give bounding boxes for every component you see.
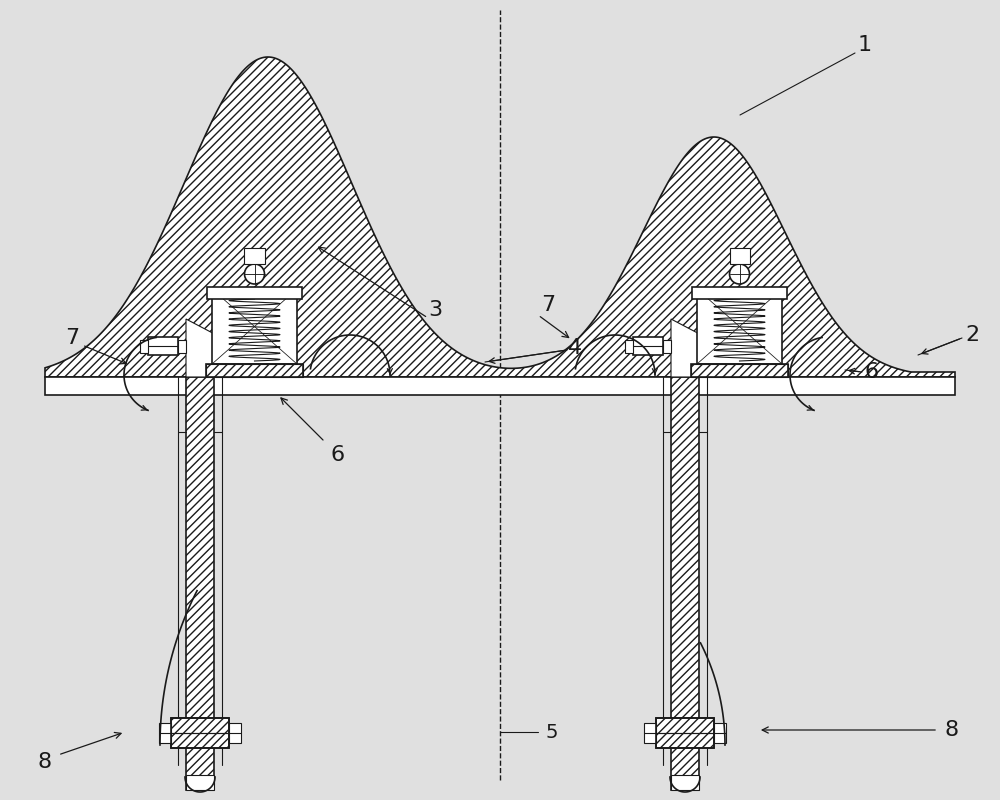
Text: 8: 8 <box>38 752 52 772</box>
Bar <box>692 287 787 299</box>
Text: 5: 5 <box>546 722 558 742</box>
Bar <box>697 289 782 364</box>
Bar <box>148 337 178 355</box>
Bar <box>186 377 214 790</box>
Bar <box>178 339 186 353</box>
Text: 2: 2 <box>965 325 979 345</box>
Bar <box>159 723 171 743</box>
Text: 4: 4 <box>568 338 582 358</box>
Bar <box>171 718 229 748</box>
Bar <box>229 723 241 743</box>
Polygon shape <box>186 319 296 377</box>
Text: 6: 6 <box>865 362 879 382</box>
Bar <box>663 339 671 353</box>
Bar <box>244 248 264 264</box>
Bar <box>207 287 302 299</box>
Polygon shape <box>671 319 781 377</box>
Text: 1: 1 <box>858 35 872 55</box>
Text: 6: 6 <box>331 445 345 465</box>
Bar <box>140 339 148 353</box>
Bar <box>656 718 714 748</box>
Bar <box>633 337 663 355</box>
Text: 7: 7 <box>541 295 555 315</box>
Polygon shape <box>45 57 955 377</box>
Text: 7: 7 <box>65 328 79 348</box>
Bar <box>730 248 750 264</box>
Bar <box>625 339 633 353</box>
Text: 3: 3 <box>428 300 442 320</box>
Bar <box>45 377 955 395</box>
Bar <box>671 377 699 790</box>
Circle shape <box>244 264 264 284</box>
Bar <box>691 364 788 377</box>
Bar <box>691 364 788 377</box>
Bar <box>206 364 303 377</box>
Bar <box>186 775 214 790</box>
Bar <box>656 718 714 748</box>
Bar <box>206 364 303 377</box>
Bar <box>171 718 229 748</box>
Circle shape <box>730 264 750 284</box>
Bar <box>714 723 726 743</box>
Text: 8: 8 <box>945 720 959 740</box>
Bar <box>671 775 699 790</box>
Bar <box>644 723 656 743</box>
Bar <box>212 289 297 364</box>
